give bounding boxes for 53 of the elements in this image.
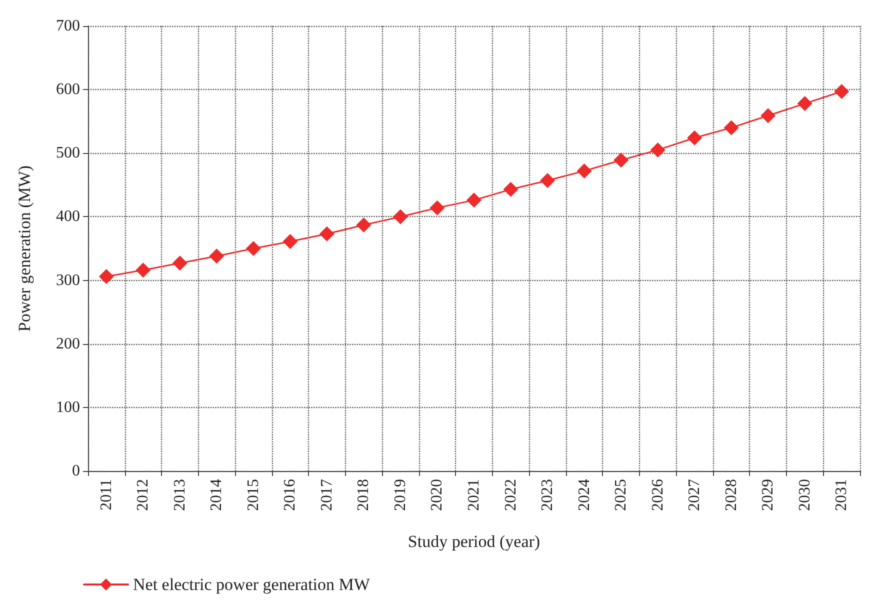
legend-label: Net electric power generation MW [133,575,371,594]
x-tick-label: 2025 [612,479,630,511]
point [760,108,776,124]
y-tick-label: 200 [56,335,80,352]
x-tick-label: 2022 [502,479,520,511]
y-axis-title: Power generation (MW) [15,165,34,332]
x-tick-label: 2015 [244,479,262,511]
y-tick-label: 500 [56,144,80,162]
x-tick-label: 2028 [722,479,740,511]
point [540,172,556,188]
point [724,120,739,136]
x-tick-label: 2014 [208,479,226,511]
x-tick-label: 2013 [171,479,188,511]
point [319,226,334,242]
point [136,262,151,278]
point [209,248,224,264]
y-tick-label: 300 [56,272,80,289]
point [614,152,629,168]
point [392,209,408,224]
x-tick-label: 2019 [392,479,409,511]
x-tick-label: 2026 [649,479,666,511]
point [576,163,592,178]
point [650,142,666,158]
y-tick-label: 100 [56,398,80,416]
x-axis-title: Study period (year) [408,532,540,551]
point [466,192,482,208]
x-tick-label: 2021 [466,479,482,511]
x-tick-label: 2024 [576,479,593,511]
x-tick-label: 2031 [833,479,850,511]
point [356,217,372,232]
point [282,234,298,250]
y-tick-label: 700 [56,18,80,34]
point [430,200,445,216]
x-tick-label: 2018 [355,479,372,511]
x-tick-label: 2017 [318,479,336,511]
point [172,256,188,271]
x-tick-label: 2029 [760,479,777,511]
point [687,130,702,146]
x-tick-label: 2016 [282,479,299,511]
x-tick-label: 2020 [428,479,446,511]
x-tick-label: 2012 [134,479,152,511]
point [98,268,114,284]
y-tick-label: 400 [56,208,80,226]
y-tick-label: 600 [56,81,80,98]
x-tick-label: 2023 [539,479,556,511]
x-tick-label: 2027 [686,479,704,511]
point [246,241,261,256]
x-tick-label: 2030 [796,479,814,511]
point [797,96,812,112]
point [834,84,850,99]
x-tick-label: 2011 [98,479,115,510]
point [503,182,518,197]
y-tick-label: 0 [72,462,80,480]
